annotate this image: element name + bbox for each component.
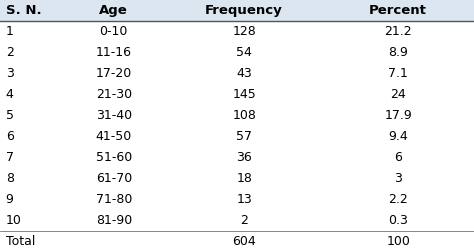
Bar: [322, 147, 474, 168]
Text: 0.3: 0.3: [388, 214, 408, 227]
Text: 21-30: 21-30: [96, 88, 132, 101]
Bar: [62, 189, 166, 210]
Bar: [62, 21, 166, 42]
Text: 9: 9: [6, 193, 14, 206]
Text: 81-90: 81-90: [96, 214, 132, 227]
Text: 108: 108: [232, 109, 256, 122]
Text: 6: 6: [6, 130, 14, 143]
Bar: [0, 42, 62, 63]
Bar: [62, 210, 166, 231]
Bar: [322, 168, 474, 189]
Bar: [166, 84, 322, 105]
Text: 17.9: 17.9: [384, 109, 412, 122]
Text: 3: 3: [6, 67, 14, 80]
Text: 8.9: 8.9: [388, 46, 408, 59]
Bar: [322, 0, 474, 21]
Bar: [0, 0, 62, 21]
Text: Percent: Percent: [369, 4, 427, 17]
Bar: [0, 231, 62, 252]
Bar: [62, 105, 166, 126]
Text: 51-60: 51-60: [96, 151, 132, 164]
Bar: [322, 105, 474, 126]
Bar: [322, 189, 474, 210]
Bar: [166, 189, 322, 210]
Bar: [0, 168, 62, 189]
Text: 1: 1: [6, 25, 14, 38]
Bar: [322, 84, 474, 105]
Text: 2: 2: [240, 214, 248, 227]
Text: 7: 7: [6, 151, 14, 164]
Text: 21.2: 21.2: [384, 25, 412, 38]
Text: 61-70: 61-70: [96, 172, 132, 185]
Text: 0-10: 0-10: [100, 25, 128, 38]
Text: 2: 2: [6, 46, 14, 59]
Bar: [62, 147, 166, 168]
Bar: [62, 168, 166, 189]
Bar: [166, 168, 322, 189]
Text: 54: 54: [236, 46, 252, 59]
Bar: [166, 21, 322, 42]
Text: 7.1: 7.1: [388, 67, 408, 80]
Text: 71-80: 71-80: [96, 193, 132, 206]
Bar: [62, 231, 166, 252]
Text: 36: 36: [236, 151, 252, 164]
Bar: [322, 42, 474, 63]
Bar: [166, 210, 322, 231]
Text: 57: 57: [236, 130, 252, 143]
Bar: [0, 63, 62, 84]
Text: 4: 4: [6, 88, 14, 101]
Text: 13: 13: [236, 193, 252, 206]
Text: 145: 145: [232, 88, 256, 101]
Text: S. N.: S. N.: [6, 4, 41, 17]
Bar: [166, 0, 322, 21]
Bar: [166, 42, 322, 63]
Bar: [62, 0, 166, 21]
Bar: [62, 84, 166, 105]
Text: 6: 6: [394, 151, 402, 164]
Text: 100: 100: [386, 235, 410, 248]
Bar: [322, 126, 474, 147]
Bar: [0, 21, 62, 42]
Text: 128: 128: [232, 25, 256, 38]
Text: 5: 5: [6, 109, 14, 122]
Text: 2.2: 2.2: [388, 193, 408, 206]
Text: 8: 8: [6, 172, 14, 185]
Bar: [166, 147, 322, 168]
Text: Age: Age: [100, 4, 128, 17]
Bar: [322, 231, 474, 252]
Bar: [0, 105, 62, 126]
Bar: [166, 63, 322, 84]
Bar: [0, 84, 62, 105]
Text: 41-50: 41-50: [96, 130, 132, 143]
Text: Total: Total: [6, 235, 35, 248]
Text: 3: 3: [394, 172, 402, 185]
Bar: [322, 21, 474, 42]
Bar: [322, 210, 474, 231]
Text: 10: 10: [6, 214, 21, 227]
Bar: [62, 42, 166, 63]
Text: 11-16: 11-16: [96, 46, 132, 59]
Bar: [62, 63, 166, 84]
Bar: [0, 210, 62, 231]
Bar: [166, 105, 322, 126]
Text: 18: 18: [236, 172, 252, 185]
Bar: [166, 126, 322, 147]
Text: 43: 43: [236, 67, 252, 80]
Bar: [0, 147, 62, 168]
Text: 31-40: 31-40: [96, 109, 132, 122]
Bar: [322, 63, 474, 84]
Bar: [0, 126, 62, 147]
Bar: [166, 231, 322, 252]
Bar: [0, 189, 62, 210]
Text: 24: 24: [390, 88, 406, 101]
Text: Frequency: Frequency: [205, 4, 283, 17]
Bar: [62, 126, 166, 147]
Text: 604: 604: [232, 235, 256, 248]
Text: 17-20: 17-20: [96, 67, 132, 80]
Text: 9.4: 9.4: [388, 130, 408, 143]
